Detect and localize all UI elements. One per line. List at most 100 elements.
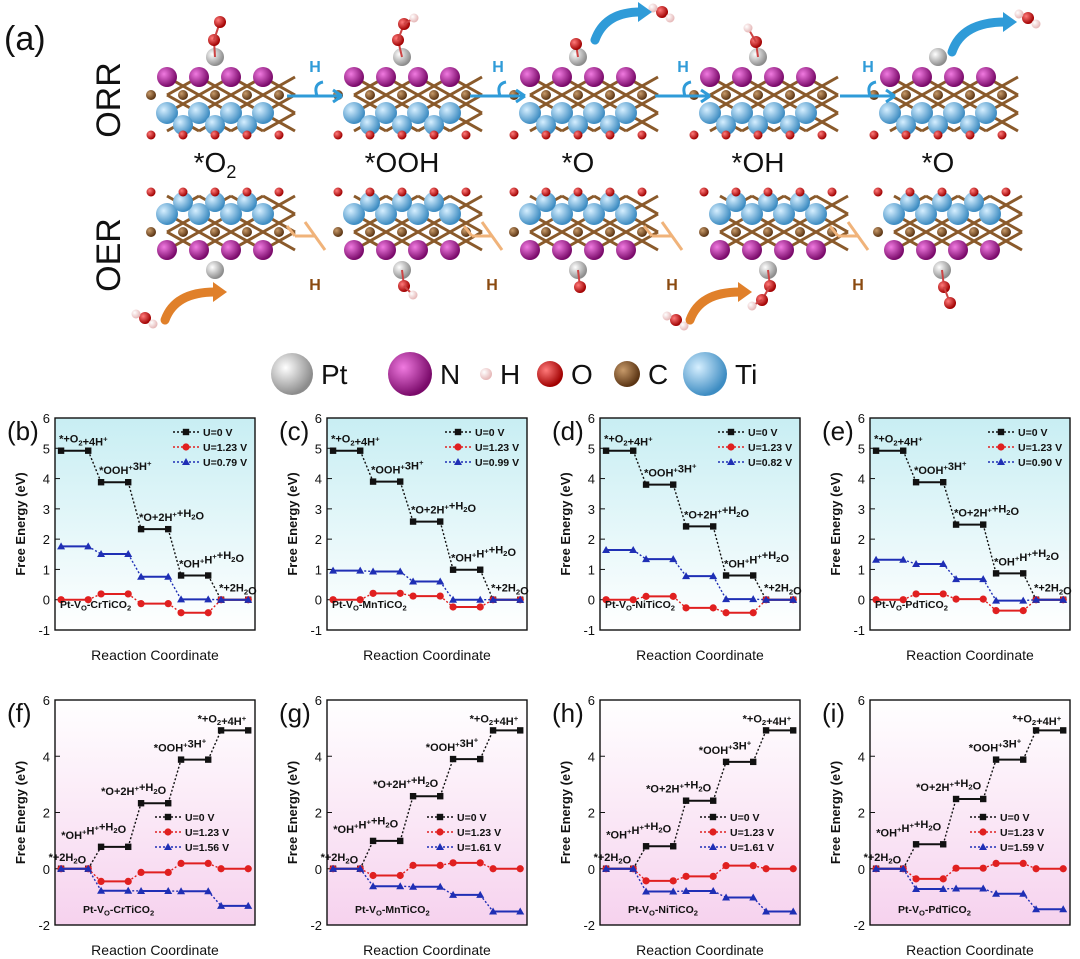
atom-label-o: O: [571, 359, 593, 390]
step-connector: [672, 484, 687, 527]
legend-marker: [979, 813, 987, 821]
data-point: [409, 518, 417, 525]
data-point: [979, 575, 988, 583]
legend-marker: [727, 428, 735, 436]
adsorbate-oh: [743, 23, 762, 58]
y-tick-label: 6: [315, 693, 322, 708]
chart-panel-e: (e) -1 0 1 2 3 4 5 6 Free Energy (eV) Reaction Coo…: [822, 411, 1072, 663]
y-axis-label: Free Energy (eV): [285, 472, 300, 575]
plot-frame: [54, 417, 256, 631]
step-connector: [127, 803, 142, 848]
data-point: [396, 567, 405, 575]
slab-structure-oer-3: [509, 187, 659, 279]
data-point: [682, 523, 690, 530]
step-label-1: *+O2+4H+: [59, 434, 108, 449]
data-point: [682, 604, 690, 612]
chart-panel-b: (b) -1 0 1 2 3 4 5 6 Free Energy (eV) Reaction Coo…: [7, 411, 257, 663]
step-connector: [712, 575, 727, 600]
legend-label: U=1.23 V: [185, 827, 229, 839]
panel-label: (f): [7, 698, 32, 728]
legend-entry-1: U=0 V: [700, 812, 759, 824]
oer-row-label: OER: [90, 218, 128, 292]
data-point: [409, 577, 418, 585]
step-label-2: *OH+H++H2O: [606, 821, 671, 841]
panel-label: (d): [552, 416, 584, 446]
data-point: [629, 864, 638, 872]
legend-label: U=1.23 V: [457, 827, 501, 839]
step-label-2: *OOH+3H+: [371, 458, 424, 476]
step-connector: [902, 450, 917, 483]
data-point: [449, 595, 458, 603]
series-U-0.90-V: [872, 555, 1068, 604]
step-label-2: *OH+H++H2O: [61, 821, 126, 841]
oer-step-h-label-2: H: [486, 277, 498, 294]
legend-entry-2: U=1.23 V: [427, 827, 501, 839]
atom-sphere-c: [614, 361, 640, 387]
panel-a-label: (a): [4, 20, 46, 58]
y-tick-label: 6: [43, 693, 50, 708]
step-label-4: *OH+H++H2O: [724, 550, 789, 570]
data-point: [682, 797, 690, 804]
step-connector: [399, 570, 414, 583]
step-connector: [982, 578, 997, 601]
data-point: [952, 595, 960, 603]
step-label-3: *O+2H++H2O: [916, 778, 981, 794]
data-point: [762, 907, 771, 915]
step-connector: [632, 868, 647, 882]
curved-arrow-4: [685, 287, 745, 325]
oer-step-arrow-1: H: [285, 221, 327, 294]
step-label-5: *+O2+4H+: [1013, 713, 1062, 728]
legend-entry-3: U=0.82 V: [718, 457, 792, 469]
data-point: [872, 864, 881, 872]
step-connector: [1022, 893, 1037, 910]
curved-arrow-3: [160, 287, 220, 325]
data-point: [97, 479, 105, 486]
data-point: [912, 479, 920, 486]
y-tick-label: 3: [858, 502, 865, 517]
panel-a: (a) ORR OER H H H HH H H H *O2 *OOH *O *OH *O …: [4, 2, 1041, 396]
data-point: [872, 447, 880, 454]
data-point: [204, 887, 213, 895]
y-tick-label: 2: [43, 532, 50, 547]
data-point: [409, 861, 417, 869]
data-point: [789, 595, 798, 603]
step-connector: [207, 730, 222, 760]
atom-sphere-h: [480, 368, 492, 380]
step-connector: [672, 558, 687, 577]
step-connector: [359, 840, 374, 870]
legend-marker: [436, 843, 444, 850]
step-label-2: *OH+H++H2O: [333, 816, 398, 836]
y-tick-label: 1: [315, 562, 322, 577]
legend-entry-2: U=1.23 V: [988, 442, 1062, 454]
step-connector: [712, 526, 727, 576]
legend-label: U=1.23 V: [1018, 442, 1062, 454]
slab-structure-orr-4: [689, 48, 839, 140]
legend-entry-2: U=1.23 V: [700, 827, 774, 839]
data-point: [709, 886, 718, 894]
data-point: [177, 572, 185, 579]
species-label-3: *O: [562, 147, 595, 178]
legend-label: U=1.23 V: [1000, 827, 1044, 839]
step-label-2: *OOH+3H+: [914, 459, 967, 477]
y-tick-label: 4: [858, 472, 865, 487]
step-connector: [207, 599, 222, 614]
data-point: [912, 875, 920, 883]
x-axis-label: Reaction Coordinate: [91, 647, 219, 663]
step-label-3: *O+2H++H2O: [684, 505, 749, 521]
y-tick-label: -1: [583, 623, 595, 638]
panel-label: (b): [7, 416, 39, 446]
x-axis-label: Reaction Coordinate: [636, 942, 764, 958]
legend-entry-2: U=1.23 V: [155, 827, 229, 839]
data-point: [217, 901, 226, 909]
data-point: [992, 607, 1000, 615]
step-connector: [942, 563, 957, 580]
legend-marker: [979, 828, 987, 836]
legend-marker: [454, 458, 462, 465]
data-point: [97, 843, 105, 851]
y-tick-label: 6: [858, 411, 865, 426]
legend-entry-3: U=1.61 V: [700, 842, 774, 854]
data-point: [436, 577, 445, 585]
series-U-1.23-V: [57, 859, 252, 886]
data-point: [952, 521, 960, 528]
legend-entry-1: U=0 V: [155, 812, 214, 824]
